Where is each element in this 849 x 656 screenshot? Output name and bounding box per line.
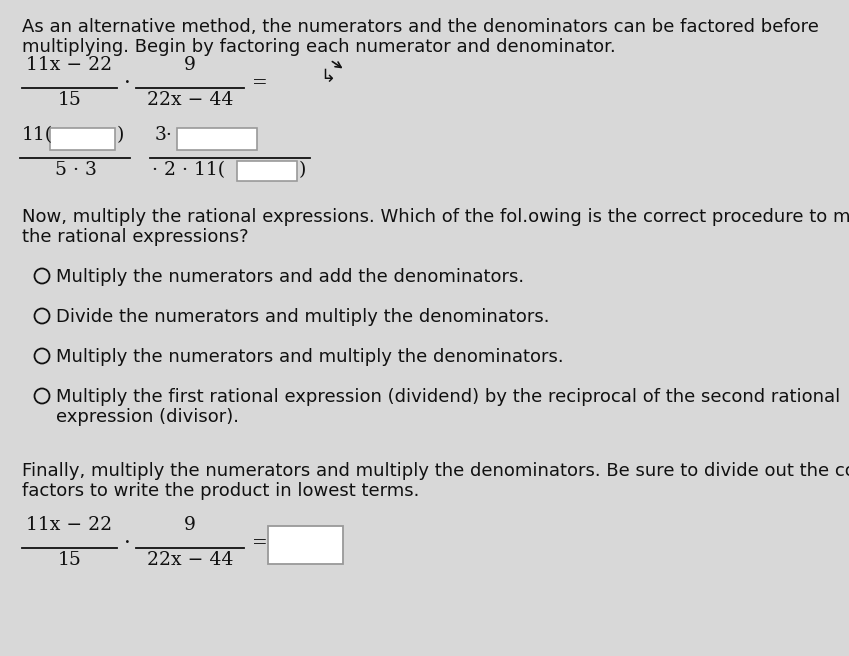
Text: ↳: ↳ [320, 68, 335, 86]
Text: ): ) [117, 126, 124, 144]
Text: 15: 15 [58, 91, 82, 109]
Text: ·: · [124, 532, 131, 554]
Text: 9: 9 [184, 516, 196, 534]
Text: Divide the numerators and multiply the denominators.: Divide the numerators and multiply the d… [56, 308, 549, 326]
Text: 15: 15 [58, 551, 82, 569]
Text: the rational expressions?: the rational expressions? [22, 228, 249, 246]
Text: factors to write the product in lowest terms.: factors to write the product in lowest t… [22, 482, 419, 500]
Text: expression (divisor).: expression (divisor). [56, 408, 239, 426]
Text: ·: · [124, 72, 131, 94]
Text: 22x − 44: 22x − 44 [147, 551, 233, 569]
FancyBboxPatch shape [237, 161, 297, 181]
Text: As an alternative method, the numerators and the denominators can be factored be: As an alternative method, the numerators… [22, 18, 819, 36]
Text: 5 · 3: 5 · 3 [55, 161, 97, 179]
Text: =: = [252, 534, 267, 552]
Text: 11x − 22: 11x − 22 [26, 516, 113, 534]
Text: =: = [252, 74, 267, 92]
FancyBboxPatch shape [268, 526, 343, 564]
Text: Now, multiply the rational expressions. Which of the fol.owing is the correct pr: Now, multiply the rational expressions. … [22, 208, 849, 226]
Text: 3·: 3· [155, 126, 173, 144]
Text: · 2 · 11(: · 2 · 11( [152, 161, 225, 179]
FancyBboxPatch shape [177, 128, 257, 150]
Text: 22x − 44: 22x − 44 [147, 91, 233, 109]
Text: multiplying. Begin by factoring each numerator and denominator.: multiplying. Begin by factoring each num… [22, 38, 616, 56]
FancyBboxPatch shape [50, 128, 115, 150]
Text: 11(: 11( [22, 126, 53, 144]
Text: Multiply the numerators and multiply the denominators.: Multiply the numerators and multiply the… [56, 348, 564, 366]
Text: ): ) [299, 161, 306, 179]
Text: Finally, multiply the numerators and multiply the denominators. Be sure to divid: Finally, multiply the numerators and mul… [22, 462, 849, 480]
Text: 11x − 22: 11x − 22 [26, 56, 113, 74]
Text: Multiply the numerators and add the denominators.: Multiply the numerators and add the deno… [56, 268, 524, 286]
Text: 9: 9 [184, 56, 196, 74]
Text: Multiply the first rational expression (dividend) by the reciprocal of the secon: Multiply the first rational expression (… [56, 388, 841, 406]
